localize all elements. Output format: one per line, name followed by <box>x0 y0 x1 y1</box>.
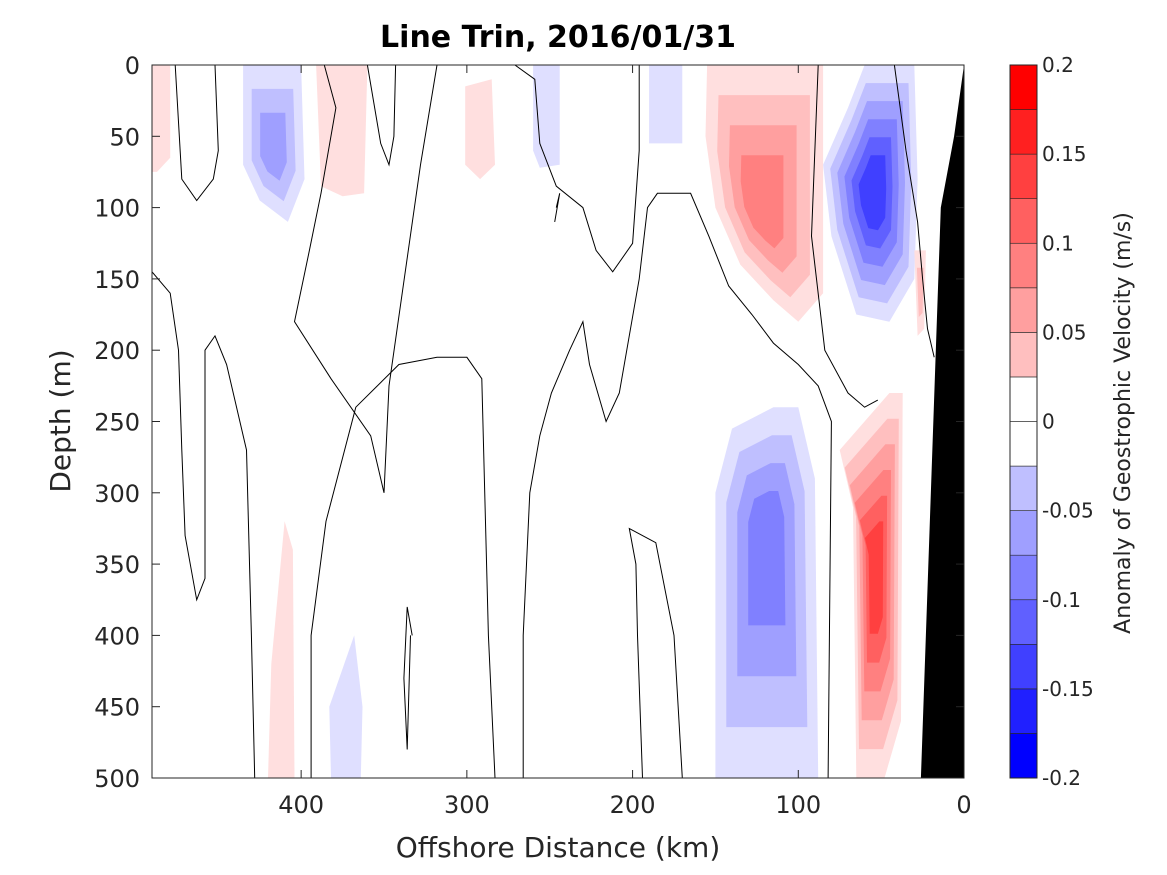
x-tick-label: 100 <box>775 791 821 819</box>
velocity-band <box>916 267 924 317</box>
x-axis-label: Offshore Distance (km) <box>396 831 721 864</box>
zero-contour-line <box>310 356 496 778</box>
zero-contour-line <box>152 271 256 778</box>
colorbar-label: Anomaly of Geostrophic Velocity (m/s) <box>1111 212 1136 634</box>
y-tick-label: 450 <box>94 694 140 722</box>
velocity-feature-neg <box>715 407 819 778</box>
velocity-band <box>316 65 368 197</box>
velocity-band <box>152 65 171 172</box>
y-axis: 0 50 100 150 200 250 300 350 400 450 500 <box>94 52 964 793</box>
y-tick-label: 400 <box>94 622 140 650</box>
y-axis-label: Depth (m) <box>44 349 77 492</box>
velocity-band <box>465 79 495 180</box>
colorbar-tick-label: 0.2 <box>1042 53 1074 77</box>
velocity-feature-pos <box>465 79 495 180</box>
velocity-band <box>268 521 295 778</box>
velocity-band <box>740 155 784 249</box>
colorbar-segment <box>1009 599 1038 645</box>
velocity-feature-neg <box>533 65 560 168</box>
colorbar-segment <box>1009 153 1038 199</box>
zero-contour-line <box>174 65 219 202</box>
colorbar-segment <box>1009 733 1038 779</box>
colorbar-tick-label: 0.05 <box>1042 320 1087 344</box>
colorbar-tick-label: 0.1 <box>1042 231 1074 255</box>
colorbar-tick-label: 0 <box>1042 410 1055 434</box>
zero-contour-line <box>293 65 438 493</box>
colorbar-segment <box>1009 554 1038 601</box>
x-axis: 400 300 200 100 0 <box>278 65 972 819</box>
colorbar-segment <box>1009 64 1038 110</box>
colorbar-segment <box>1009 242 1038 289</box>
colorbar-segment <box>1009 287 1038 333</box>
velocity-band <box>858 155 887 231</box>
colorbar-segment <box>1009 644 1038 690</box>
y-tick-label: 300 <box>94 480 140 508</box>
zero-contour-line <box>522 192 832 778</box>
colorbar-tick-label: -0.2 <box>1042 766 1081 790</box>
bathymetry-layer <box>920 65 964 778</box>
colorbar-segment <box>1009 421 1038 467</box>
zero-contour-line <box>366 65 397 167</box>
y-tick-label: 500 <box>94 765 140 793</box>
velocity-band <box>748 491 786 626</box>
zero-contour-line <box>876 65 935 358</box>
colorbar-segment <box>1009 198 1038 244</box>
zero-contour-line <box>810 65 879 408</box>
velocity-fill-layer <box>152 65 926 778</box>
velocity-feature-pos <box>152 65 171 172</box>
velocity-feature-pos <box>705 65 824 322</box>
velocity-feature-pos <box>268 521 295 778</box>
velocity-feature-pos <box>316 65 368 197</box>
bathymetry-shelf <box>920 65 964 778</box>
colorbar-segment <box>1009 332 1038 378</box>
y-tick-label: 100 <box>94 195 140 223</box>
velocity-band <box>329 635 363 778</box>
zero-contour-layer <box>152 65 935 778</box>
colorbar-segment <box>1009 510 1038 556</box>
zero-contour-line <box>403 606 413 750</box>
velocity-band <box>864 521 884 634</box>
x-tick-label: 400 <box>278 791 324 819</box>
y-tick-label: 200 <box>94 337 140 365</box>
velocity-feature-neg <box>649 65 683 144</box>
colorbar-segment <box>1009 465 1038 511</box>
y-tick-label: 150 <box>94 266 140 294</box>
velocity-feature-pos <box>914 250 926 336</box>
colorbar-segment <box>1009 376 1038 422</box>
colorbar-frame <box>1009 64 1038 779</box>
velocity-band <box>533 65 560 168</box>
colorbar-tick-label: -0.05 <box>1042 499 1094 523</box>
colorbar-tick-label: -0.1 <box>1042 588 1081 612</box>
x-tick-label: 0 <box>956 791 971 819</box>
y-tick-label: 350 <box>94 551 140 579</box>
y-tick-label: 50 <box>109 123 140 151</box>
colorbar-segment <box>1009 109 1038 155</box>
velocity-band <box>260 112 287 181</box>
zero-contour-line <box>628 527 683 778</box>
zero-contour-line <box>554 193 561 222</box>
velocity-band <box>649 65 683 144</box>
chart-title: Line Trin, 2016/01/31 <box>380 20 736 55</box>
zero-contour-line <box>514 65 640 273</box>
velocity-feature-neg <box>329 635 363 778</box>
colorbar-tick-label: -0.15 <box>1042 677 1094 701</box>
colorbar: 0.2 0.15 0.1 0.05 0 -0.05 -0.1 -0.15 -0.2 <box>1009 53 1094 790</box>
colorbar-segment <box>1009 688 1038 734</box>
velocity-feature-neg <box>823 65 918 322</box>
velocity-feature-pos <box>839 393 903 778</box>
y-tick-label: 250 <box>94 409 140 437</box>
colorbar-tick-label: 0.15 <box>1042 142 1087 166</box>
velocity-feature-neg <box>243 65 305 222</box>
x-tick-label: 300 <box>444 791 490 819</box>
x-tick-label: 200 <box>610 791 656 819</box>
y-tick-label: 0 <box>125 52 140 80</box>
